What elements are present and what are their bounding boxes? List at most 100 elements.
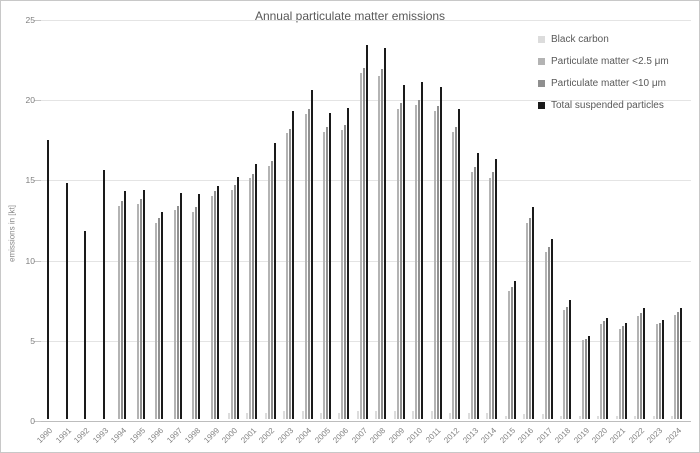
bar: [529, 218, 532, 419]
x-tick-label: 2019: [571, 426, 591, 445]
y-tick-mark: [34, 100, 41, 101]
legend-label: Particulate matter <10 μm: [551, 77, 666, 89]
chart-title: Annual particulate matter emissions: [254, 9, 446, 23]
x-tick-label: 1994: [109, 426, 129, 445]
bar-group-1997: [168, 20, 186, 419]
y-tick-mark: [34, 341, 41, 342]
bar: [381, 69, 384, 419]
bar: [323, 132, 325, 419]
bar: [603, 321, 606, 419]
x-tick-label: 2003: [275, 426, 295, 445]
bar: [255, 164, 258, 419]
bar-group-2006: [335, 20, 353, 419]
bar: [547, 247, 550, 419]
bar-group-2023: [649, 20, 667, 419]
bar: [216, 186, 219, 419]
bar: [677, 312, 680, 419]
bar: [412, 411, 415, 419]
bar-group-2012: [446, 20, 464, 419]
bar-group-2018: [557, 20, 575, 419]
bar-group-2014: [483, 20, 501, 419]
bar: [606, 318, 609, 419]
bar: [618, 329, 621, 419]
bar: [384, 48, 387, 419]
bar: [329, 113, 331, 419]
bar: [65, 183, 68, 419]
y-tick-label: 5: [30, 336, 35, 346]
x-tick-label: 2008: [368, 426, 388, 445]
bar: [102, 170, 105, 419]
bar: [544, 252, 547, 419]
bar-group-1990: [39, 20, 57, 419]
x-tick-label: 1992: [72, 426, 92, 445]
bar: [289, 129, 292, 419]
bar: [674, 315, 677, 419]
bar: [292, 111, 295, 419]
bar: [581, 340, 584, 419]
bar: [84, 231, 87, 419]
bar: [195, 207, 198, 419]
bar: [634, 416, 637, 419]
bar: [563, 310, 566, 419]
y-tick-mark: [34, 421, 41, 422]
bar-group-2013: [464, 20, 482, 419]
bar: [227, 413, 230, 419]
bar: [213, 191, 216, 419]
bar: [362, 68, 365, 419]
bar: [504, 416, 507, 419]
bar: [430, 411, 433, 419]
x-tick-label: 2011: [424, 426, 443, 445]
bar: [489, 178, 492, 419]
bar-group-1991: [57, 20, 75, 419]
bar: [402, 85, 405, 419]
bar: [637, 316, 640, 419]
bar: [396, 109, 399, 419]
bar-group-2024: [667, 20, 685, 419]
x-tick-label: 2016: [516, 426, 536, 445]
bar-group-2022: [631, 20, 649, 419]
bar: [507, 291, 510, 419]
legend-swatch-icon: [538, 101, 545, 109]
bar: [326, 127, 328, 419]
bar-group-1996: [150, 20, 168, 419]
bar: [347, 108, 350, 419]
bar: [273, 143, 276, 419]
bar: [264, 413, 267, 419]
bar: [365, 45, 368, 419]
bar: [233, 185, 236, 419]
bar-group-2021: [612, 20, 630, 419]
bar-group-2007: [353, 20, 371, 419]
x-tick-label: 2010: [405, 426, 425, 445]
bar: [286, 133, 289, 419]
bar: [458, 109, 461, 419]
bar: [680, 308, 683, 419]
x-tick-label: 1996: [146, 426, 166, 445]
bar-group-1995: [131, 20, 149, 419]
bar: [467, 413, 470, 419]
bar-group-2011: [427, 20, 445, 419]
plot-area: [39, 20, 686, 419]
bar: [587, 336, 590, 419]
x-tick-label: 2000: [220, 426, 240, 445]
bar: [473, 167, 476, 419]
bar: [523, 414, 526, 419]
bar-group-2001: [242, 20, 260, 419]
bar-group-2019: [575, 20, 593, 419]
bar-group-2002: [261, 20, 279, 419]
bar: [643, 308, 646, 419]
bar: [578, 416, 581, 419]
x-tick-label: 1991: [54, 426, 74, 445]
bar: [624, 323, 627, 419]
bar: [173, 210, 176, 419]
bar-group-2004: [298, 20, 316, 419]
bar: [310, 90, 313, 419]
x-tick-label: 2006: [331, 426, 351, 445]
bar: [124, 191, 127, 419]
x-tick-label: 1993: [91, 426, 111, 445]
bar: [359, 73, 362, 419]
bar-group-2003: [279, 20, 297, 419]
y-tick-mark: [34, 20, 41, 21]
legend-label: Total suspended particles: [551, 99, 664, 111]
x-tick-label: 1998: [183, 426, 203, 445]
